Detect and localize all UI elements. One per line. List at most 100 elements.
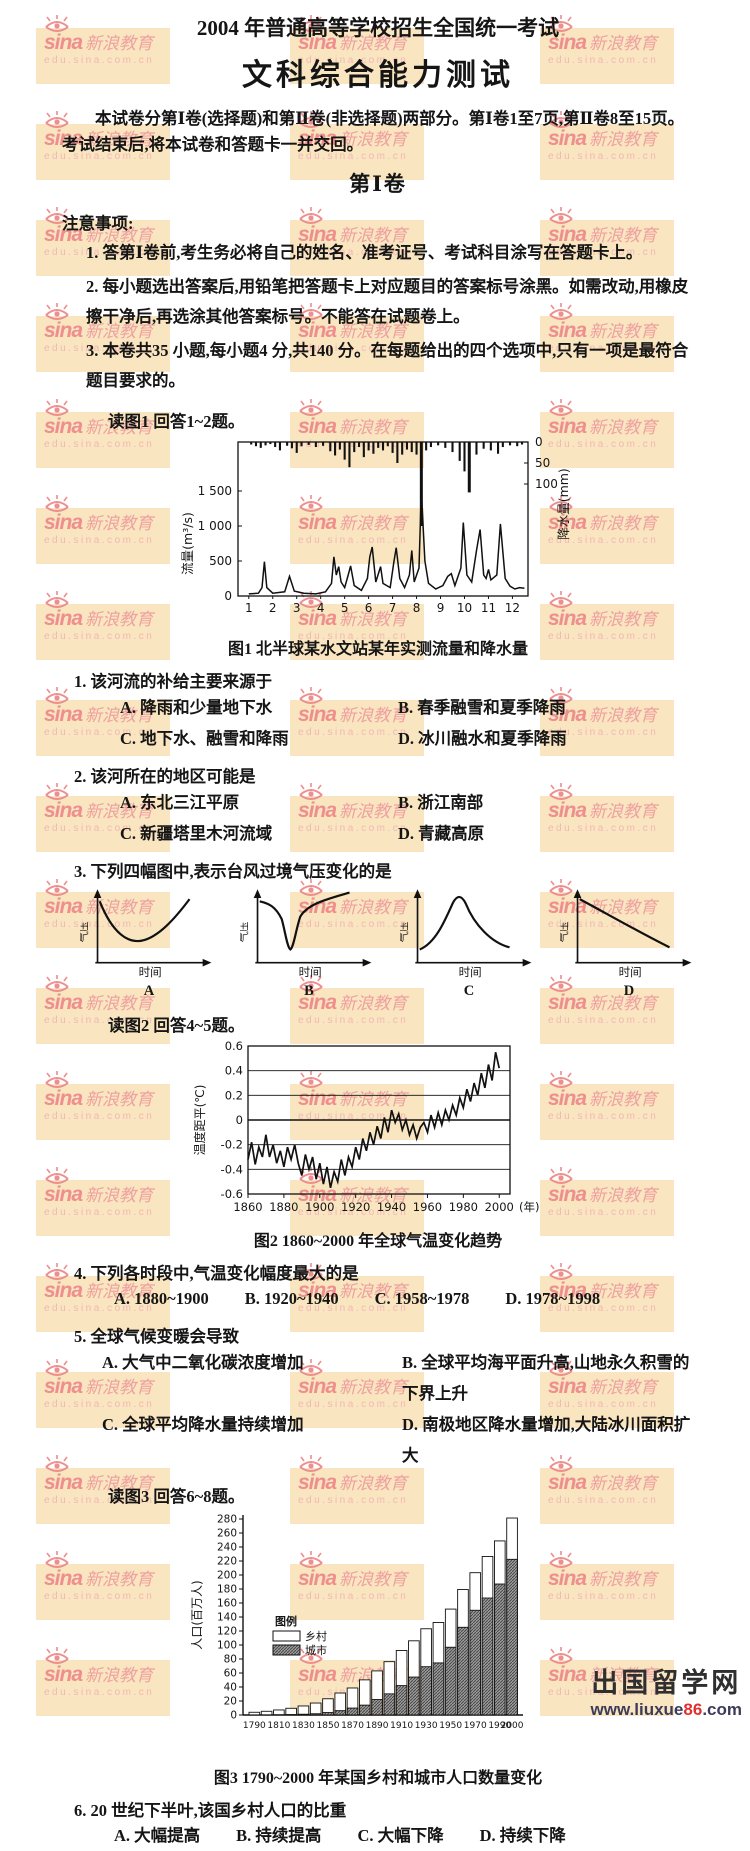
q3-panel-letter: D xyxy=(560,983,698,1000)
svg-text:1790: 1790 xyxy=(243,1721,266,1731)
exam-title: 文科综合能力测试 xyxy=(62,50,694,94)
svg-text:3: 3 xyxy=(293,601,301,615)
notice-item-1: 1. 答第Ⅰ卷前,考生务必将自己的姓名、准考证号、考试科目涂写在答题卡上。 xyxy=(86,238,694,268)
svg-text:0.4: 0.4 xyxy=(225,1064,243,1078)
svg-text:60: 60 xyxy=(224,1668,237,1680)
q3-panel-A: 气压时间 A xyxy=(80,886,218,1000)
q3-panel-letter: A xyxy=(80,983,218,1000)
option-5c: C. 全球平均降水量持续增加 xyxy=(102,1409,402,1471)
svg-text:流量(m³/s): 流量(m³/s) xyxy=(180,512,195,575)
question-5-stem: 5. 全球气候变暖会导致 xyxy=(74,1323,694,1347)
svg-text:气压: 气压 xyxy=(80,922,91,943)
svg-text:时间: 时间 xyxy=(299,965,322,978)
svg-text:1960: 1960 xyxy=(413,1200,442,1214)
option-6a: A. 大幅提高 xyxy=(114,1821,200,1851)
svg-text:11: 11 xyxy=(481,601,496,615)
svg-text:时间: 时间 xyxy=(139,965,162,978)
q3-panel-D: 气压时间 D xyxy=(560,886,698,1000)
q3-panel-letter: C xyxy=(400,983,538,1000)
svg-text:260: 260 xyxy=(217,1528,237,1540)
figure1-caption: 图1 北半球某水文站某年实测流量和降水量 xyxy=(62,635,694,659)
option-4c: C. 1958~1978 xyxy=(375,1284,470,1314)
svg-text:时间: 时间 xyxy=(459,965,482,978)
option-5a: A. 大气中二氧化碳浓度增加 xyxy=(102,1347,402,1409)
svg-text:1950: 1950 xyxy=(439,1721,462,1731)
svg-text:乡村: 乡村 xyxy=(305,1629,327,1643)
question-2-stem: 2. 该河所在的地区可能是 xyxy=(74,763,694,787)
svg-text:180: 180 xyxy=(217,1584,237,1596)
svg-text:-0.6: -0.6 xyxy=(221,1187,243,1201)
option-4d: D. 1978~1998 xyxy=(505,1284,600,1314)
question-6-stem: 6. 20 世纪下半叶,该国乡村人口的比重 xyxy=(74,1797,694,1821)
option-6b: B. 持续提高 xyxy=(236,1821,321,1851)
svg-text:2000: 2000 xyxy=(485,1200,514,1214)
figure3-lead: 读图3 回答6~8题。 xyxy=(108,1483,694,1507)
liuxue-logo: 出国留学网 www.liuxue86.com xyxy=(591,1661,743,1720)
svg-text:-0.4: -0.4 xyxy=(221,1162,243,1176)
q3-panel-C: 气压时间 C xyxy=(400,886,538,1000)
svg-text:气压: 气压 xyxy=(560,922,571,943)
svg-text:1860: 1860 xyxy=(233,1200,262,1214)
option-5d: D. 南极地区降水量增加,大陆冰川面积扩大 xyxy=(402,1409,694,1471)
svg-text:气压: 气压 xyxy=(240,922,251,943)
svg-text:1940: 1940 xyxy=(377,1200,406,1214)
question-6-options: A. 大幅提高 B. 持续提高 C. 大幅下降 D. 持续下降 xyxy=(114,1821,694,1851)
liuxue-logo-name: 出国留学网 xyxy=(591,1661,743,1700)
svg-text:12: 12 xyxy=(505,601,520,615)
figure2-caption: 图2 1860~2000 年全球气温变化趋势 xyxy=(62,1227,694,1251)
svg-text:220: 220 xyxy=(217,1556,237,1568)
notice-heading: 注意事项: xyxy=(62,210,694,234)
svg-text:城市: 城市 xyxy=(305,1643,327,1657)
option-4a: A. 1880~1900 xyxy=(114,1284,209,1314)
svg-text:2000: 2000 xyxy=(501,1721,524,1731)
svg-text:1930: 1930 xyxy=(415,1721,438,1731)
svg-text:10: 10 xyxy=(457,601,472,615)
svg-text:8: 8 xyxy=(413,601,421,615)
svg-text:1970: 1970 xyxy=(464,1721,487,1731)
figure1-lead: 读图1 回答1~2题。 xyxy=(108,408,694,432)
svg-text:0: 0 xyxy=(224,589,232,603)
option-1d: D. 冰川融水和夏季降雨 xyxy=(398,723,694,754)
svg-text:1 500: 1 500 xyxy=(198,484,232,498)
svg-text:240: 240 xyxy=(217,1542,237,1554)
svg-text:160: 160 xyxy=(217,1598,237,1610)
svg-text:2: 2 xyxy=(269,601,277,615)
svg-text:图例: 图例 xyxy=(275,1614,297,1628)
svg-text:1920: 1920 xyxy=(341,1200,370,1214)
svg-text:6: 6 xyxy=(365,601,373,615)
question-4-options: A. 1880~1900 B. 1920~1940 C. 1958~1978 D… xyxy=(114,1284,694,1314)
svg-text:1 000: 1 000 xyxy=(198,519,232,533)
section-heading: 第Ⅰ卷 xyxy=(62,168,694,198)
question-3-stem: 3. 下列四幅图中,表示台风过境气压变化的是 xyxy=(74,858,694,882)
svg-text:1830: 1830 xyxy=(292,1721,315,1731)
svg-text:(年): (年) xyxy=(519,1200,539,1214)
svg-text:1: 1 xyxy=(245,601,253,615)
svg-text:0: 0 xyxy=(230,1710,237,1722)
question-1-stem: 1. 该河流的补给主要来源于 xyxy=(74,668,694,692)
question-4-stem: 4. 下列各时段中,气温变化幅度最大的是 xyxy=(74,1260,694,1284)
svg-text:100: 100 xyxy=(217,1640,237,1652)
option-2b: B. 浙江南部 xyxy=(398,787,694,818)
option-6d: D. 持续下降 xyxy=(480,1821,566,1851)
notice-item-3: 3. 本卷共35 小题,每小题4 分,共140 分。在每题给出的四个选项中,只有… xyxy=(86,336,694,396)
svg-text:20: 20 xyxy=(224,1696,237,1708)
svg-text:时间: 时间 xyxy=(619,965,642,978)
option-4b: B. 1920~1940 xyxy=(245,1284,339,1314)
svg-text:1900: 1900 xyxy=(305,1200,334,1214)
option-5b: B. 全球平均海平面升高,山地永久积雪的下界上升 xyxy=(402,1347,694,1409)
option-1c: C. 地下水、融雪和降雨 xyxy=(120,723,398,754)
notice-item-2: 2. 每小题选出答案后,用铅笔把答题卡上对应题目的答案标号涂黑。如需改动,用橡皮… xyxy=(86,272,694,332)
svg-text:0.6: 0.6 xyxy=(225,1039,243,1053)
svg-text:9: 9 xyxy=(437,601,445,615)
figure3-caption: 图3 1790~2000 年某国乡村和城市人口数量变化 xyxy=(62,1764,694,1788)
svg-text:1880: 1880 xyxy=(269,1200,298,1214)
